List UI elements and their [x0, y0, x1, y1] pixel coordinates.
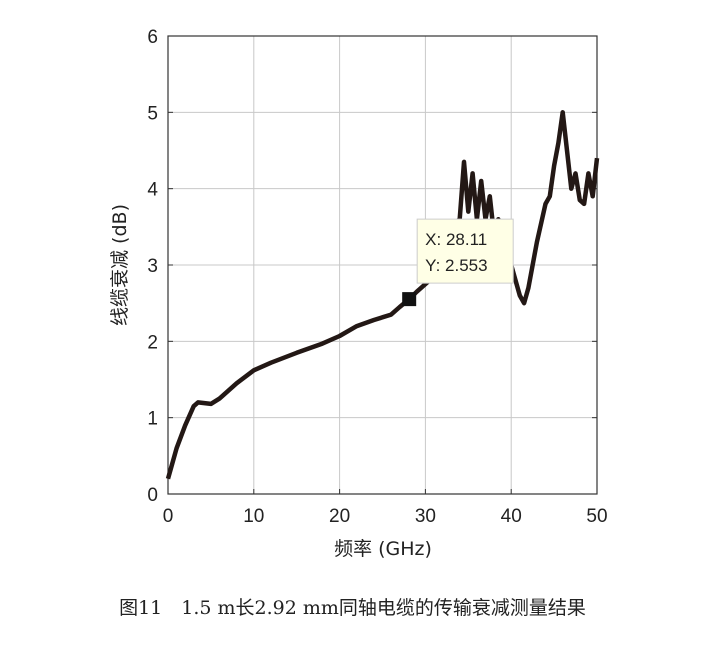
x-tick-label: 40 [501, 506, 522, 527]
x-tick-label: 50 [586, 506, 607, 527]
y-tick-label: 2 [147, 332, 158, 353]
series-line [165, 110, 600, 480]
x-tick-label: 30 [415, 506, 436, 527]
datatip-marker [402, 292, 417, 307]
datatip: X: 28.11 Y: 2.553 [416, 218, 514, 284]
y-tick-label: 5 [147, 103, 158, 124]
y-tick-label: 6 [147, 27, 158, 48]
datatip-box [416, 218, 514, 284]
y-tick-label: 3 [147, 256, 158, 277]
y-tick-label: 0 [147, 485, 158, 506]
x-axis-label: 频率 (GHz) [334, 538, 432, 560]
y-tick-label: 1 [147, 409, 158, 430]
y-axis-label: 线缆衰减 (dB) [109, 204, 131, 326]
grid [168, 36, 597, 494]
x-tick-label: 20 [329, 506, 350, 527]
x-tick-label: 0 [163, 506, 174, 527]
ticks: 0 10 20 30 40 50 0 1 2 3 4 5 6 [147, 27, 607, 527]
figure-caption: 图11 1.5 m长2.92 mm同轴电缆的传输衰减测量结果 [119, 597, 586, 619]
datatip-y: Y: 2.553 [425, 256, 487, 275]
x-tick-label: 10 [243, 506, 264, 527]
y-tick-label: 4 [147, 180, 158, 201]
datatip-x: X: 28.11 [425, 230, 487, 249]
